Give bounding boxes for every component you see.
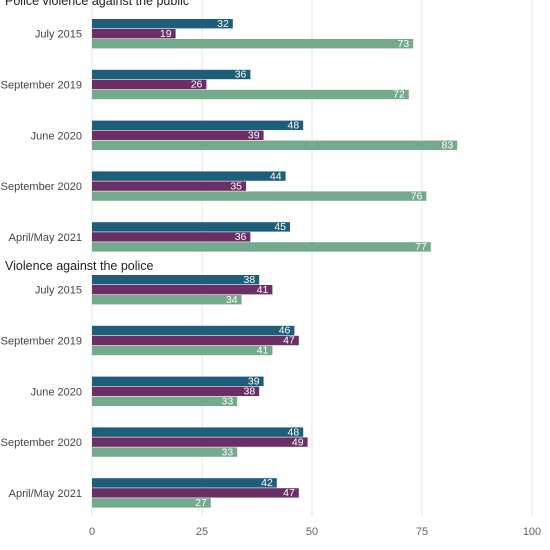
bar-value-label: 33 [222,446,234,458]
bar-value-label: 47 [283,335,295,347]
bar-value-label: 47 [283,487,295,499]
bar [92,396,238,406]
x-tick-label: 50 [306,526,318,538]
bar-value-label: 72 [393,89,405,101]
bar-value-label: 36 [235,69,247,81]
bar-value-label: 42 [261,477,273,489]
bar [92,89,409,100]
bar [92,498,211,508]
bar-value-label: 77 [415,241,427,253]
bar [92,437,308,447]
bar [92,295,242,305]
bar [92,191,427,201]
category-label: July 2015 [35,29,82,41]
category-label: June 2020 [31,386,82,398]
x-tick-label: 0 [89,526,95,538]
bar [92,140,458,150]
bar-value-label: 27 [195,497,207,509]
category-label: July 2015 [35,285,82,297]
category-label: April/May 2021 [9,232,82,244]
bar [92,275,260,285]
category-label: September 2020 [1,181,82,193]
category-label: September 2019 [1,80,82,92]
bar [92,181,246,191]
bar [92,427,304,437]
bar-value-label: 39 [248,376,260,388]
x-tick-label: 75 [416,526,428,538]
bar-value-label: 48 [288,120,300,132]
section-title: Police violence against the public [5,0,189,8]
section-title: Violence against the police [5,259,154,273]
bar [92,345,273,356]
bar-value-label: 76 [411,190,423,202]
category-label: April/May 2021 [9,488,82,500]
bar-value-label: 49 [292,436,304,448]
bar-value-label: 33 [222,396,234,408]
bar-value-label: 44 [270,170,282,182]
bar [92,447,238,457]
bar [92,335,299,346]
bar-value-label: 32 [217,18,229,30]
bar-value-label: 38 [244,386,256,398]
bar [92,69,251,80]
bar-value-label: 83 [442,140,454,152]
bar-value-label: 38 [244,274,256,286]
bar [92,79,207,90]
bar-value-label: 35 [230,180,242,192]
bar [92,19,233,29]
bar [92,39,414,49]
bar-value-label: 73 [398,38,410,50]
bar-value-label: 26 [191,79,203,91]
bar [92,488,299,498]
bar [92,325,295,336]
bar [92,376,264,386]
bar [92,232,251,242]
bar-value-label: 19 [160,28,172,40]
category-label: June 2020 [31,130,82,142]
category-label: September 2019 [1,336,82,348]
bar [92,285,273,295]
bar-value-label: 45 [274,221,286,233]
bar [92,120,304,130]
bar-value-label: 46 [279,325,291,337]
labels-layer: 0 25 50 75 100 Police violence against the pu… [1,0,542,538]
x-tick-label: 25 [196,526,208,538]
bar-value-label: 48 [288,426,300,438]
bar [92,478,277,488]
bars-layer [92,19,458,508]
bar-value-label: 39 [248,130,260,142]
bar [92,242,431,252]
bar [92,130,264,140]
bar [92,222,290,232]
category-label: September 2020 [1,437,82,449]
bar-value-label: 41 [257,345,269,357]
bar [92,29,176,39]
bar [92,386,260,396]
bar [92,171,286,181]
bar-value-label: 41 [257,284,269,296]
bar-value-label: 34 [226,294,238,306]
x-tick-label: 100 [523,526,541,538]
bar-value-label: 36 [235,231,247,243]
